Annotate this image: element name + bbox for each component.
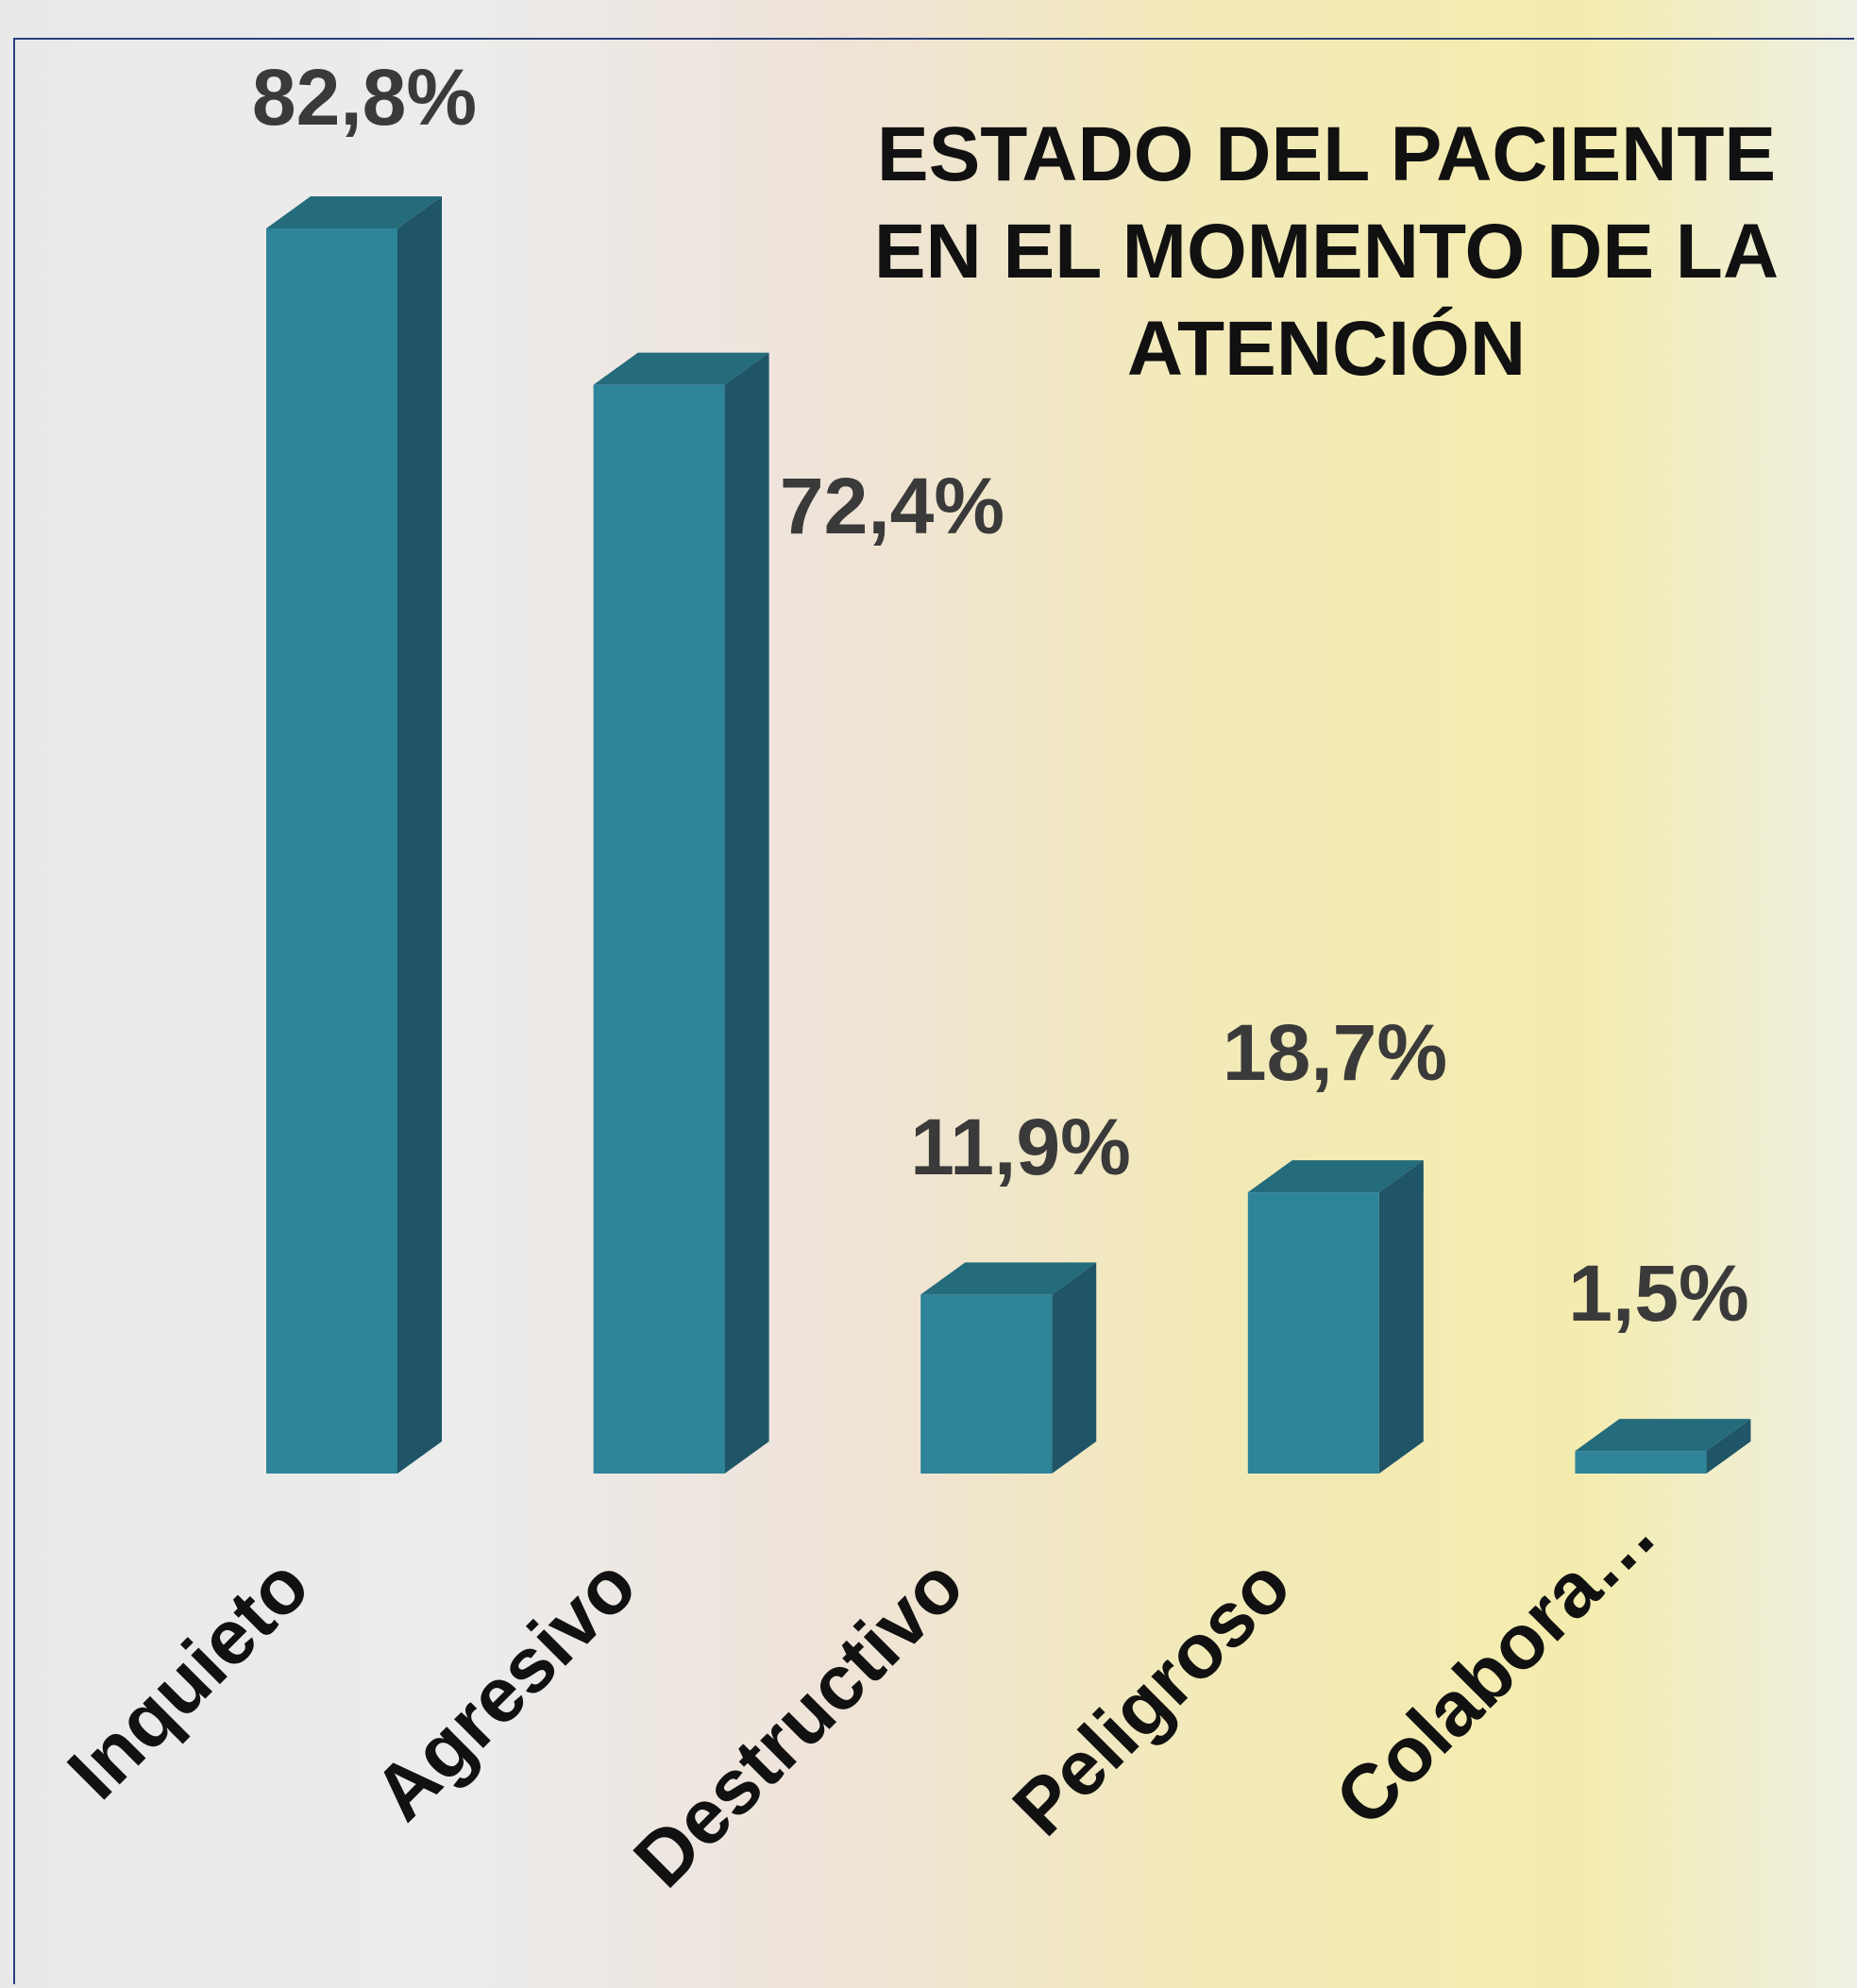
bar — [1575, 1451, 1707, 1474]
bar-top — [593, 352, 769, 385]
bar-top — [1575, 1419, 1751, 1452]
bar — [593, 384, 725, 1474]
x-tick-label: Colabora… — [1319, 1490, 1672, 1843]
bar — [920, 1294, 1053, 1474]
bar-top — [920, 1262, 1097, 1295]
value-label: 72,4% — [780, 462, 1004, 550]
bar-side — [724, 352, 769, 1474]
x-tick-label: Destructivo — [618, 1542, 980, 1903]
bar — [1247, 1192, 1379, 1474]
bar-top — [1247, 1160, 1424, 1193]
bar-side — [1706, 1419, 1751, 1474]
frame — [13, 38, 1854, 1984]
x-tick-label: Inquieto — [52, 1542, 326, 1815]
value-label: 82,8% — [252, 53, 477, 142]
x-tick-label: Agresivo — [358, 1542, 652, 1836]
value-label: 11,9% — [910, 1103, 1131, 1191]
bar-top — [266, 195, 442, 228]
value-label: 18,7% — [1223, 1008, 1447, 1097]
x-tick-label: Peligroso — [997, 1542, 1308, 1852]
value-label: 1,5% — [1568, 1249, 1748, 1338]
bar-side — [397, 195, 442, 1474]
bar — [266, 227, 397, 1474]
bar-side — [1378, 1160, 1424, 1474]
chart-title: ESTADO DEL PACIENTE EN EL MOMENTO DE LA … — [873, 111, 1780, 392]
bar-side — [1052, 1262, 1097, 1474]
